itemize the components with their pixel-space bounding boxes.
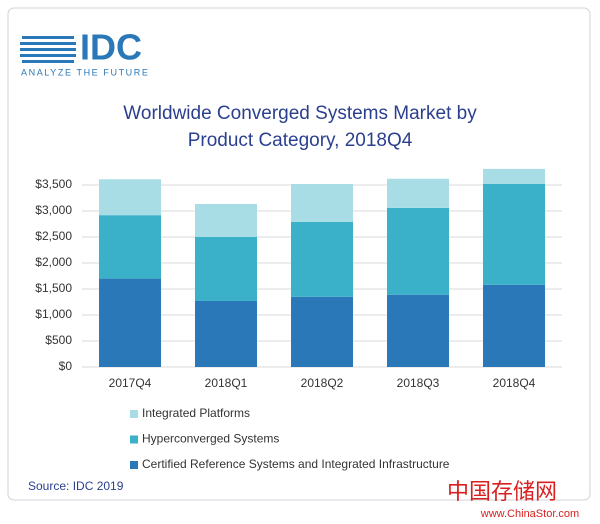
x-tick-label: 2018Q2 (301, 376, 344, 390)
bar-segment (195, 300, 257, 367)
bar-segment (291, 183, 353, 222)
bar-segment (195, 203, 257, 237)
x-tick-label: 2018Q1 (205, 376, 248, 390)
y-tick-label: $3,500 (35, 177, 72, 191)
legend-swatch (130, 410, 138, 418)
bar-segment (291, 221, 353, 297)
y-tick-label: $1,500 (35, 281, 72, 295)
bar-segment (483, 284, 545, 367)
y-tick-label: $1,000 (35, 307, 72, 321)
x-tick-label: 2017Q4 (109, 376, 152, 390)
legend-label: Hyperconverged Systems (142, 432, 279, 446)
source: Source: IDC 2019 (28, 479, 124, 493)
y-tick-label: $0 (59, 359, 73, 373)
y-tick-label: $3,000 (35, 203, 72, 217)
chart-title: Worldwide Converged Systems Market by Pr… (123, 103, 477, 151)
watermark-url: www.ChinaStor.com (480, 508, 579, 520)
legend-swatch (130, 435, 138, 444)
x-tick-label: 2018Q4 (493, 376, 536, 390)
legend-label: Certified Reference Systems and Integrat… (142, 457, 450, 471)
watermark-name: 中国存储网 (447, 479, 557, 504)
bar-segment (99, 179, 161, 216)
bar-segment (195, 237, 257, 301)
bar-segment (483, 183, 545, 285)
bar-segment (483, 168, 545, 184)
bar-segment (99, 278, 161, 367)
bar-segment (387, 178, 449, 208)
y-tick-label: $500 (45, 333, 72, 347)
y-tick-label: $2,500 (35, 229, 72, 243)
y-tick-label: $2,000 (35, 255, 72, 269)
legend-swatch (130, 461, 138, 469)
x-tick-label: 2018Q3 (397, 376, 440, 390)
logo-name: IDC (80, 27, 142, 68)
bar-segment (387, 207, 449, 295)
bar-segment (291, 296, 353, 367)
bar-segment (99, 215, 161, 279)
logo-tagline: ANALYZE THE FUTURE (21, 67, 149, 77)
bar-segment (387, 294, 449, 367)
legend-label: Integrated Platforms (142, 406, 250, 420)
logo-globe (20, 36, 76, 63)
card-border (7, 7, 591, 501)
